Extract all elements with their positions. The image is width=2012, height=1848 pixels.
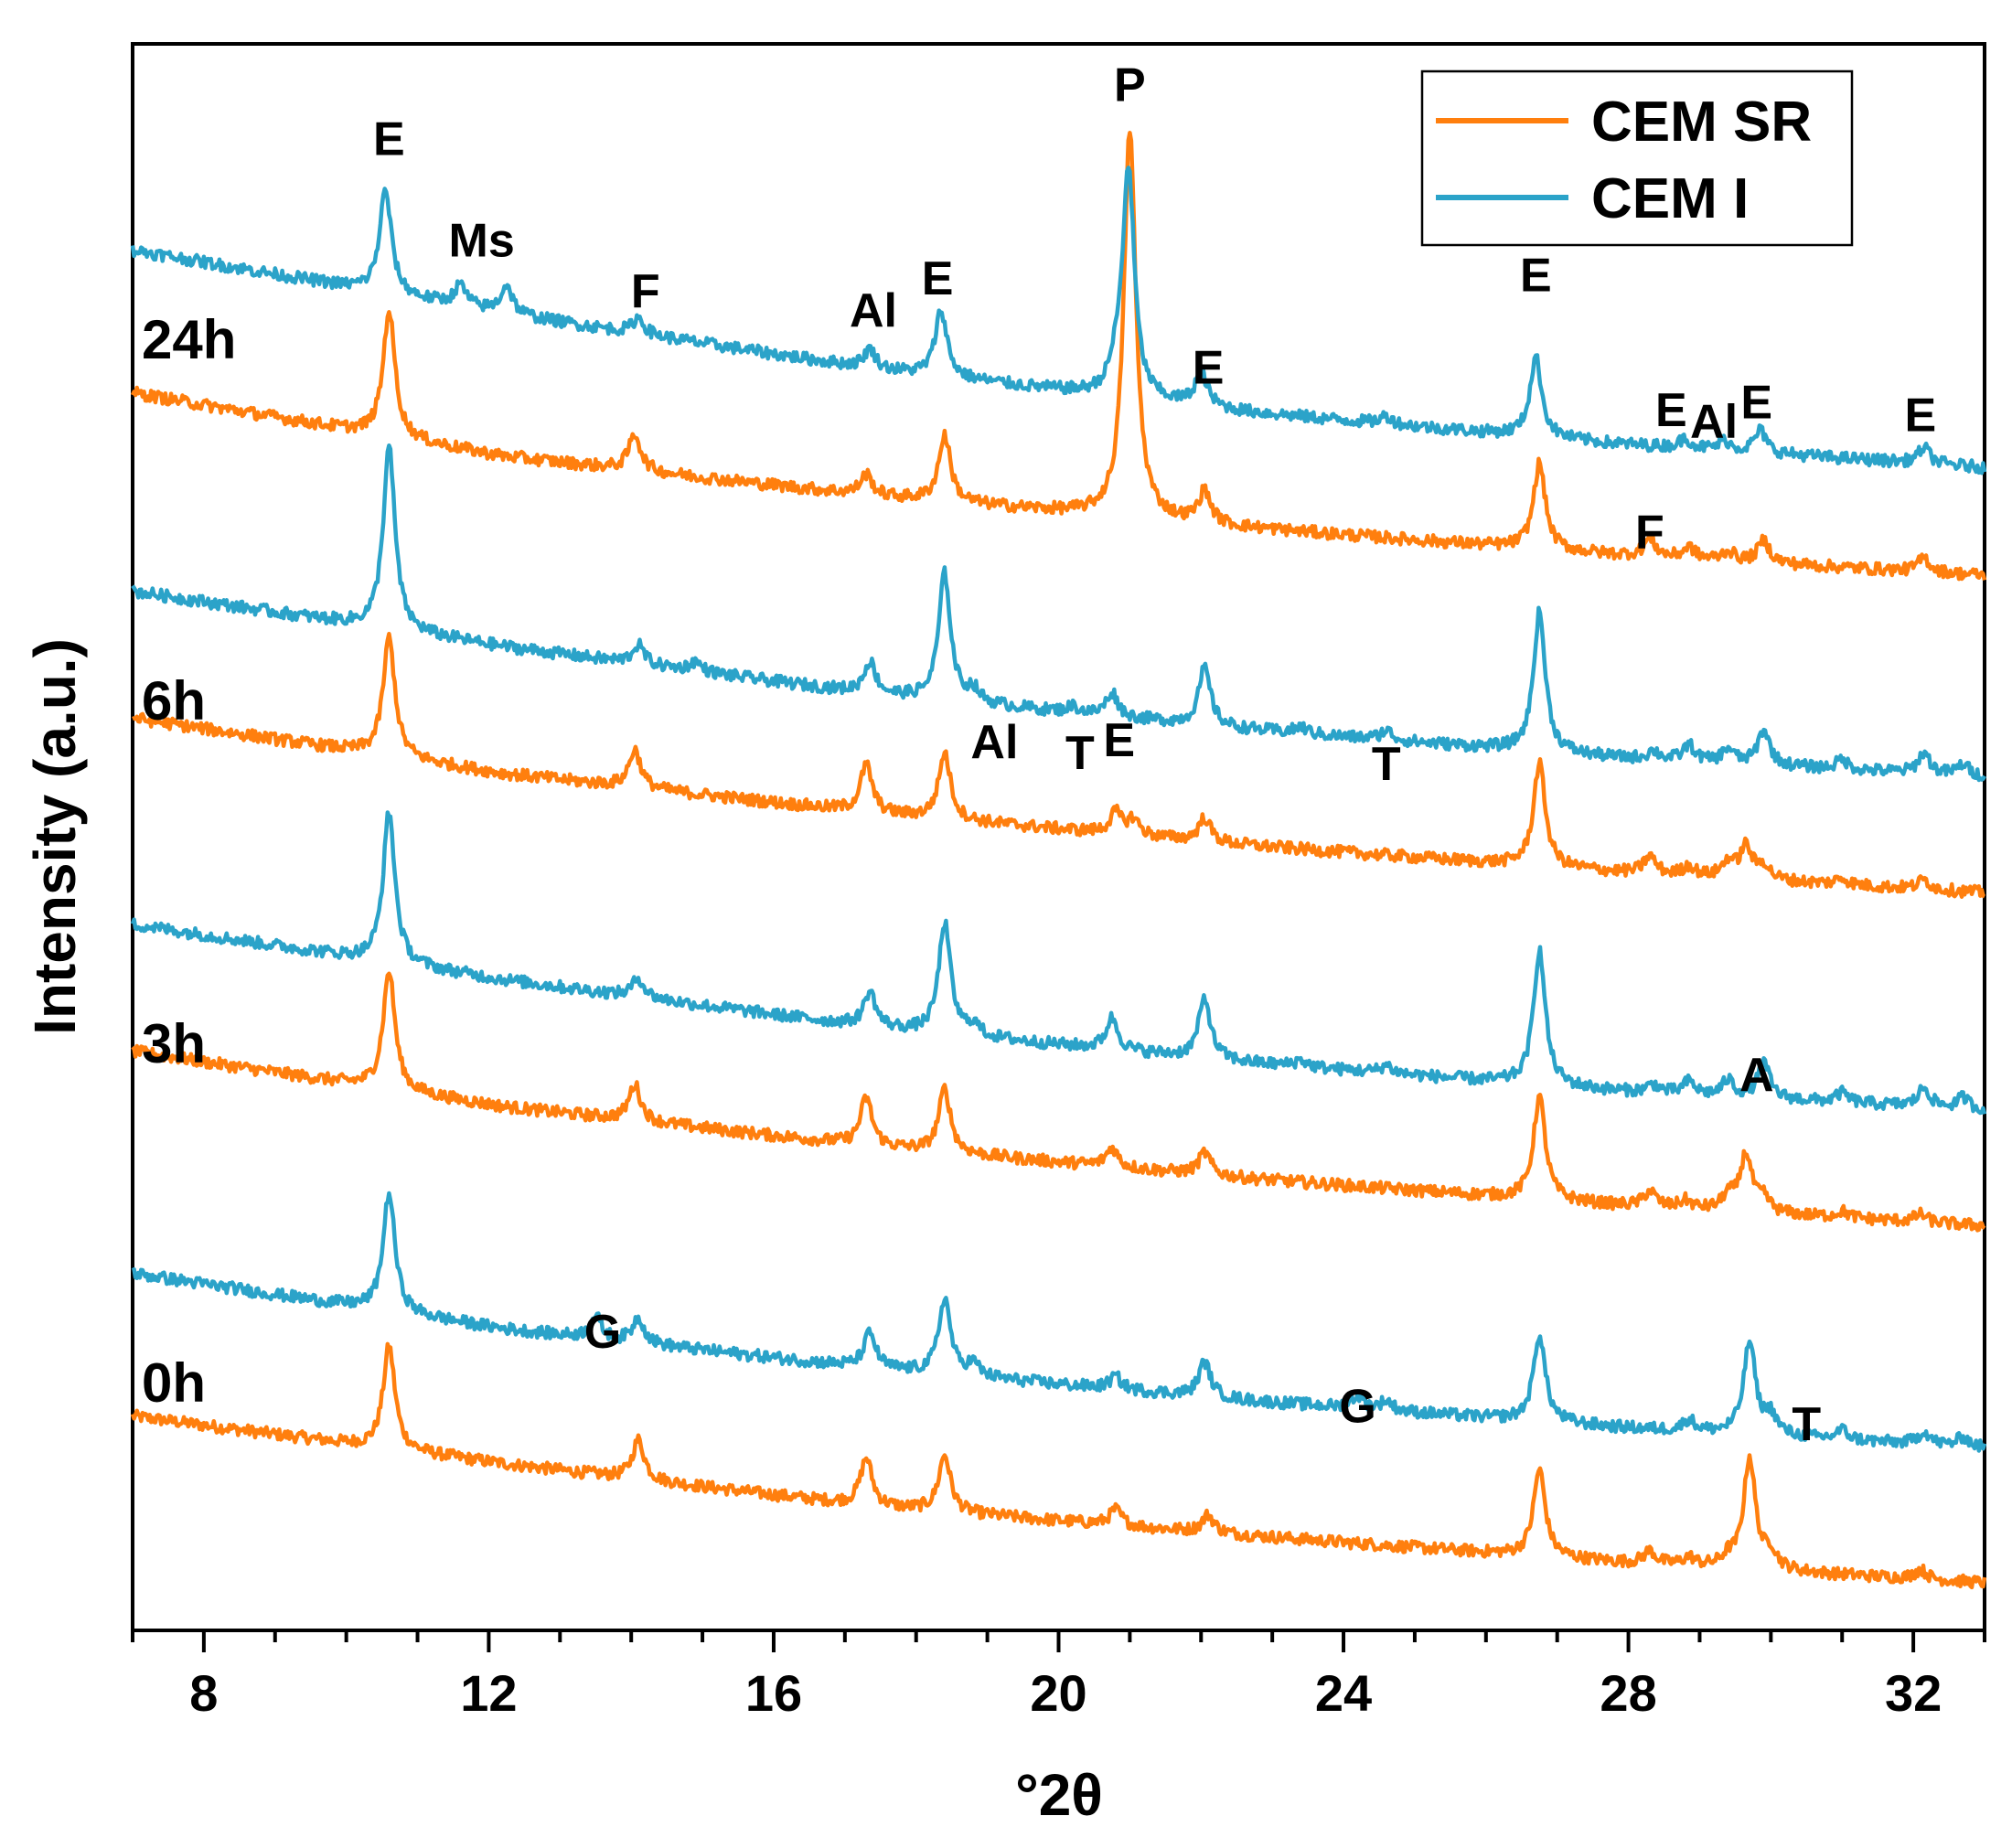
y-axis-title: Intensity (a.u.) [22,638,88,1035]
x-axis: 8 12 16 20 24 28 32 [131,1630,1986,1722]
peak-label: E [1520,250,1552,303]
x-tick-label: 20 [1030,1664,1086,1722]
x-tick-label: 12 [460,1664,517,1722]
series-line-cem-i-24h [130,166,1987,475]
peak-label: E [373,112,405,166]
legend: CEM SR CEM I [1420,69,1854,247]
peak-label: E [1740,376,1772,429]
time-label-0h: 0h [142,1352,206,1414]
series-line-cem-i-0h [131,1191,1987,1453]
x-axis-title: °2θ [1015,1762,1103,1828]
peak-label: Ms [449,214,515,267]
peak-label: T [1792,1398,1821,1451]
series-line-cem-i-3h [130,810,1987,1116]
legend-label-cem-i: CEM I [1591,167,1749,230]
peak-label: F [1635,507,1664,560]
peak-label: G [584,1306,621,1359]
peak-label: T [1372,738,1401,791]
series-line-cem-sr-0h [130,1341,1987,1590]
x-tick-label: 8 [189,1664,218,1722]
peak-label: E [1103,714,1135,767]
x-tick-label: 16 [745,1664,802,1722]
peak-label: Al [970,716,1018,769]
series-line-cem-sr-6h [132,631,1986,899]
peak-label: F [631,265,660,318]
peak-label: T [1065,727,1095,780]
peak-label: E [1655,384,1687,437]
series-layer [130,131,1987,1590]
peak-label: E [1905,389,1937,442]
x-tick-label: 24 [1315,1664,1372,1722]
time-label-3h: 3h [142,1013,206,1074]
peak-label: Al [850,284,897,337]
peak-label: P [1114,59,1146,112]
time-labels: 24h 6h 3h 0h [142,309,236,1414]
peak-label: E [922,252,954,305]
series-line-cem-sr-3h [131,971,1986,1233]
plot-frame [131,42,1986,1632]
x-tick-label: 28 [1600,1664,1656,1722]
peak-label: E [1193,341,1225,394]
legend-box [1420,69,1854,247]
legend-label-cem-sr: CEM SR [1591,91,1812,154]
time-label-6h: 6h [142,670,206,732]
peak-label: Al [1690,395,1738,448]
x-tick-label: 32 [1885,1664,1942,1722]
series-line-cem-sr-24h [130,131,1987,582]
series-line-cem-i-6h [131,443,1986,783]
peak-label: A [1739,1049,1774,1102]
peak-label: G [1339,1381,1375,1434]
time-label-24h: 24h [142,309,236,370]
